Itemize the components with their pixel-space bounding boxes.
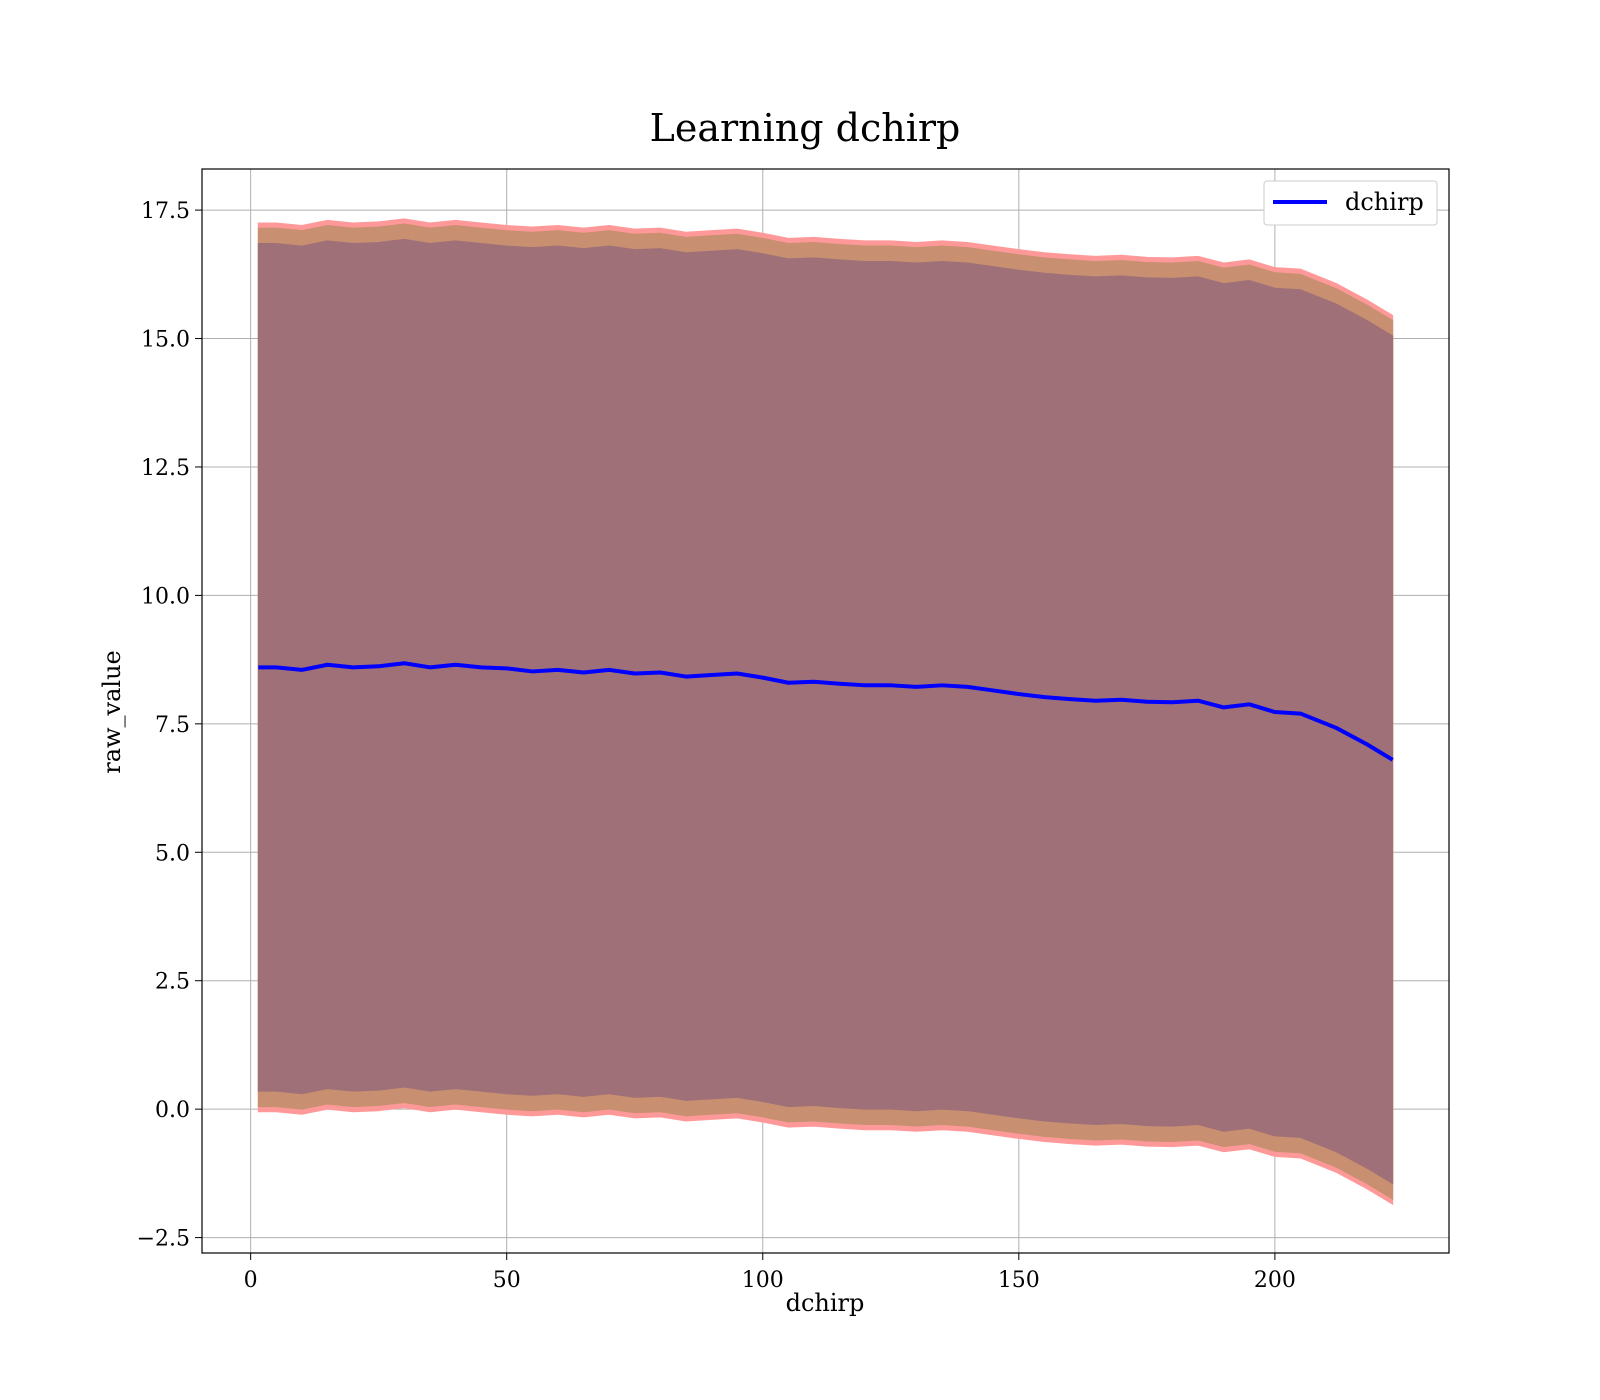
- x-axis-label: dchirp: [786, 1289, 865, 1317]
- y-tick-label: 7.5: [155, 713, 190, 738]
- y-tick-label: 5.0: [155, 841, 190, 866]
- uncertainty-band-3: [257, 238, 1394, 1185]
- chart-title: Learning dchirp: [650, 106, 961, 150]
- y-tick-label: 17.5: [141, 199, 190, 224]
- x-tick-label: 0: [244, 1268, 258, 1293]
- y-tick-label: −2.5: [137, 1227, 190, 1252]
- y-tick-label: 10.0: [141, 584, 190, 609]
- x-tick-label: 200: [1254, 1268, 1296, 1293]
- legend: dchirp: [1263, 180, 1438, 226]
- x-tick-label: 150: [998, 1268, 1040, 1293]
- y-tick-label: 15.0: [141, 328, 190, 353]
- y-tick-label: 2.5: [155, 970, 190, 995]
- plot-frame: [201, 168, 1450, 1254]
- legend-box: [1263, 180, 1438, 226]
- series-line-dchirp: [258, 661, 1394, 762]
- y-tick-label: 12.5: [141, 456, 190, 481]
- plot-area: 0 50 100 150 200 −2.5 0.0 2.5 5.0 7.5 10.0 12.5 15.0…: [137, 169, 1449, 1293]
- x-tick-label: 100: [742, 1268, 784, 1293]
- legend-label-dchirp: dchirp: [1345, 188, 1424, 216]
- y-axis-label: raw_value: [98, 650, 126, 774]
- x-tick-label: 50: [493, 1268, 521, 1293]
- y-tick-label: 0.0: [155, 1098, 190, 1123]
